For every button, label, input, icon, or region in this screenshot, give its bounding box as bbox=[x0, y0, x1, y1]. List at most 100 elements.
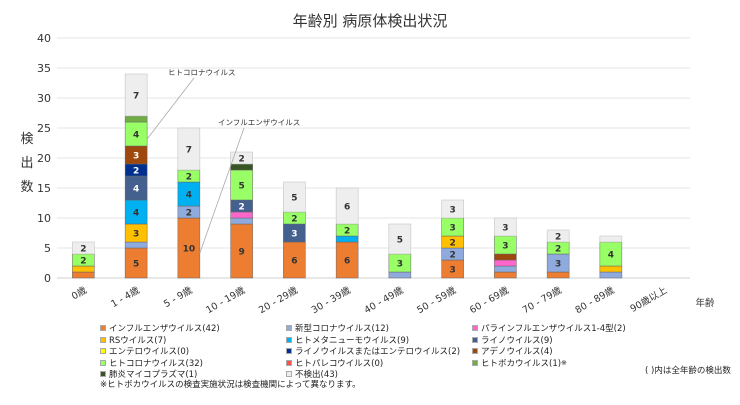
legend-swatch bbox=[286, 325, 292, 331]
y-tick-label: 10 bbox=[37, 212, 51, 225]
legend-swatch bbox=[286, 348, 292, 354]
x-tick-label: 1 - 4歳 bbox=[109, 284, 142, 310]
bar-segment bbox=[124, 73, 148, 117]
data-label: 7 bbox=[186, 146, 192, 156]
data-label: 3 bbox=[449, 224, 455, 234]
data-label: 2 bbox=[555, 245, 561, 255]
boca-note-mark: ※ bbox=[561, 358, 567, 367]
bar-segment bbox=[546, 229, 570, 243]
bar-segment bbox=[230, 151, 253, 165]
chart-title: 年齢別 病原体検出状況 bbox=[293, 12, 448, 30]
bar-segment bbox=[599, 271, 623, 279]
legend-swatch bbox=[100, 336, 106, 343]
x-axis-label: 年齢 bbox=[695, 297, 715, 309]
legend-label: ヒトボカウイルス(1) bbox=[481, 358, 562, 369]
bar-segment bbox=[335, 235, 359, 243]
legend-item: 肺炎マイコプラズマ(1) bbox=[100, 368, 197, 380]
data-label: 2 bbox=[80, 257, 86, 267]
x-tick-label: 40 - 49歳 bbox=[362, 284, 406, 316]
bar-segment bbox=[599, 235, 623, 243]
legend-swatch bbox=[286, 336, 292, 343]
bar-segment bbox=[230, 217, 253, 225]
annotation-label: インフルエンザウイルス bbox=[218, 118, 300, 127]
y-axis-label: 検出数 bbox=[20, 132, 33, 195]
data-label: 2 bbox=[344, 227, 350, 237]
bar-segment bbox=[494, 217, 517, 237]
legend-item: ヒトボカウイルス(1) ※ bbox=[472, 357, 567, 369]
bar-segment bbox=[599, 265, 623, 273]
annotation-leader bbox=[199, 127, 245, 254]
bar-segment bbox=[494, 253, 517, 261]
legend-swatch bbox=[472, 359, 478, 366]
data-label: 4 bbox=[133, 209, 139, 219]
data-label: 3 bbox=[133, 152, 139, 162]
legend-item: ライノウイルス(9) bbox=[472, 334, 553, 346]
legend-label: インフルエンザウイルス(42) bbox=[109, 324, 220, 334]
data-label: 2 bbox=[238, 203, 244, 213]
bar-segment bbox=[388, 271, 412, 279]
legend-label: エンテロウイルス(0) bbox=[109, 347, 190, 357]
legend-swatch bbox=[286, 359, 292, 366]
x-tick-label: 10 - 19歳 bbox=[204, 284, 248, 316]
x-tick-label: 5 - 9歳 bbox=[161, 284, 194, 310]
data-label: 2 bbox=[449, 239, 455, 249]
legend-swatch bbox=[100, 348, 106, 354]
legend-swatch bbox=[286, 371, 292, 377]
bar-segment bbox=[494, 271, 517, 279]
data-label: 2 bbox=[186, 173, 192, 183]
data-label: 3 bbox=[502, 242, 508, 252]
bar-segment bbox=[124, 241, 148, 249]
data-label: 2 bbox=[133, 167, 139, 177]
bar-segment bbox=[494, 259, 517, 267]
x-tick-label: 30 - 39歳 bbox=[309, 284, 353, 316]
x-tick-label: 80 - 89歳 bbox=[573, 284, 617, 316]
data-label: 4 bbox=[186, 191, 192, 201]
legend-item: パラインフルエンザウイルス1-4型(2) bbox=[472, 322, 626, 334]
annotation-label: ヒトコロナウイルス bbox=[168, 68, 236, 77]
x-tick-label: 0歳 bbox=[69, 284, 89, 302]
legend-label: 肺炎マイコプラズマ(1) bbox=[109, 370, 198, 380]
bar-segment bbox=[124, 115, 148, 123]
legend-item: ライノウイルスまたはエンテロウイルス(2) bbox=[286, 345, 460, 357]
legend-swatch bbox=[472, 336, 478, 343]
data-label: 3 bbox=[555, 260, 561, 270]
data-label: 2 bbox=[291, 215, 297, 225]
legend-swatch bbox=[100, 359, 106, 366]
bar-segment bbox=[335, 187, 359, 225]
y-tick-label: 40 bbox=[37, 32, 51, 45]
data-label: 3 bbox=[502, 224, 508, 234]
x-tick-label: 20 - 29歳 bbox=[257, 284, 301, 316]
legend-label: アデノウイルス(4) bbox=[481, 347, 553, 357]
y-tick-label: 20 bbox=[37, 152, 51, 165]
data-label: 4 bbox=[608, 251, 614, 261]
legend-item: アデノウイルス(4) bbox=[472, 345, 553, 357]
legend-label: ヒトパレコウイルス(0) bbox=[295, 358, 384, 369]
legend-note: ( )内は全年齢の検出数 bbox=[645, 366, 731, 376]
data-label: 10 bbox=[183, 245, 196, 255]
legend-label: パラインフルエンザウイルス1-4型(2) bbox=[481, 324, 626, 334]
data-label: 3 bbox=[449, 206, 455, 216]
x-tick-label: 90歳以上 bbox=[628, 284, 670, 315]
y-tick-label: 30 bbox=[37, 92, 51, 105]
legend-item: エンテロウイルス(0) bbox=[100, 345, 189, 357]
bar-segment bbox=[494, 265, 517, 273]
data-label: 3 bbox=[397, 260, 403, 270]
data-label: 3 bbox=[291, 230, 297, 240]
bar-segment bbox=[388, 223, 412, 255]
bar-segment bbox=[72, 241, 95, 255]
bar-segment bbox=[72, 265, 95, 273]
legend-swatch bbox=[472, 348, 478, 354]
data-label: 2 bbox=[449, 251, 455, 261]
bar-segment bbox=[441, 199, 464, 219]
legend-label: ヒトコロナウイルス(32) bbox=[109, 358, 203, 369]
data-label: 6 bbox=[291, 257, 297, 267]
legend-label: ライノウイルス(9) bbox=[481, 335, 553, 346]
data-label: 6 bbox=[344, 203, 350, 213]
y-tick-label: 0 bbox=[44, 272, 51, 285]
legend-item: ヒトパレコウイルス(0) bbox=[286, 357, 383, 369]
x-tick-label: 60 - 69歳 bbox=[468, 284, 512, 316]
legend-label: ライノウイルスまたはエンテロウイルス(2) bbox=[295, 347, 461, 357]
bar-segment bbox=[230, 163, 253, 171]
legend-label: 不検出(43) bbox=[295, 370, 338, 380]
